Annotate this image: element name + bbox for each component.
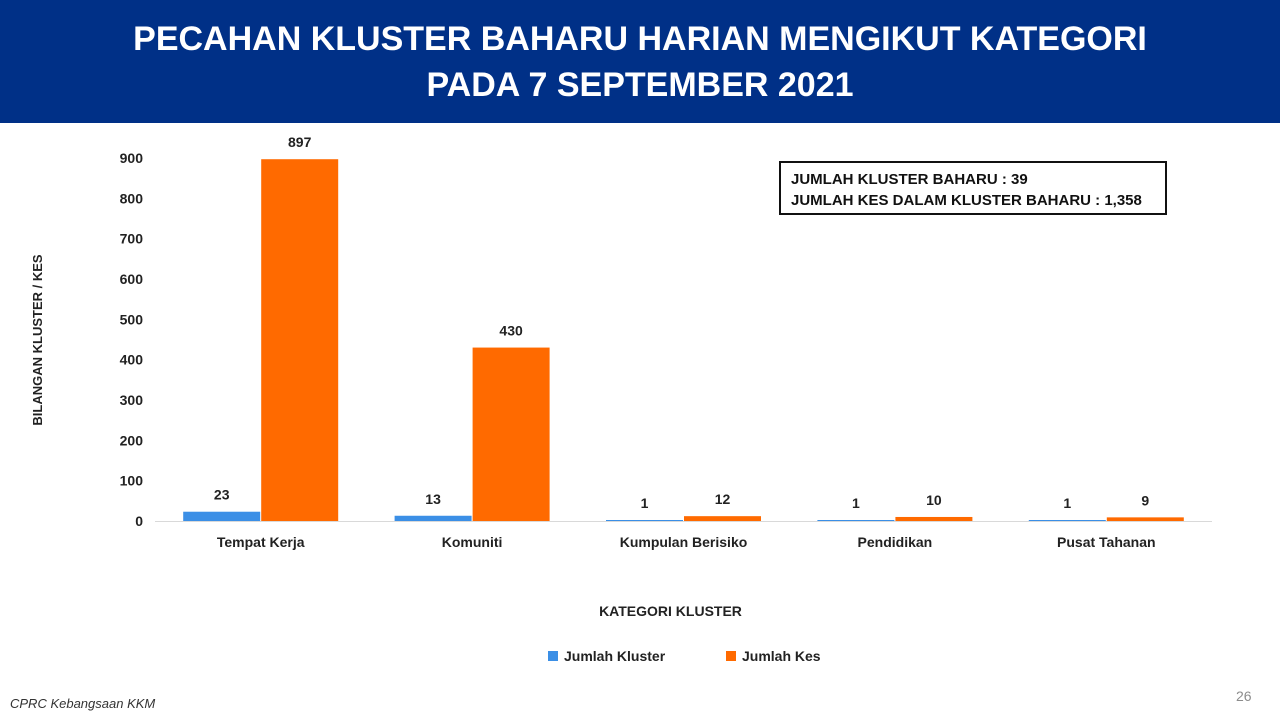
page-number: 26 [1236, 688, 1252, 704]
y-tick-label: 900 [120, 150, 144, 166]
data-label: 10 [926, 492, 942, 508]
data-label: 13 [425, 491, 441, 507]
x-axis-title: KATEGORI KLUSTER [599, 603, 742, 619]
x-tick-label: Pendidikan [858, 534, 933, 550]
y-axis-title: BILANGAN KLUSTER / KES [30, 254, 45, 426]
data-label: 1 [852, 495, 860, 511]
x-tick-label: Pusat Tahanan [1057, 534, 1156, 550]
summary-total-clusters: JUMLAH KLUSTER BAHARU : 39 [791, 171, 1028, 188]
legend-label: Jumlah Kes [742, 648, 821, 664]
data-label: 897 [288, 134, 312, 150]
y-tick-label: 400 [120, 352, 144, 368]
data-label: 12 [715, 491, 731, 507]
bar-cases [261, 159, 339, 521]
bar-chart: 0 100 200 300 400 500 600 700 800 900 23 897 Tempat … [30, 134, 1212, 664]
y-tick-label: 300 [120, 392, 144, 408]
slide-header: PECAHAN KLUSTER BAHARU HARIAN MENGIKUT K… [0, 0, 1280, 123]
slide-title-line-1: PECAHAN KLUSTER BAHARU HARIAN MENGIKUT K… [133, 19, 1147, 58]
data-label: 1 [641, 495, 649, 511]
bar-clusters [1028, 520, 1106, 521]
bar-cases [895, 516, 973, 521]
bar-clusters [394, 515, 472, 521]
summary-box: JUMLAH KLUSTER BAHARU : 39 JUMLAH KES DA… [779, 161, 1167, 215]
source-credit: CPRC Kebangsaan KKM [10, 696, 156, 711]
data-label: 430 [499, 323, 523, 339]
y-tick-label: 700 [120, 231, 144, 247]
x-tick-label: Tempat Kerja [217, 534, 305, 550]
data-label: 23 [214, 487, 230, 503]
y-tick-label: 200 [120, 432, 144, 448]
bar-clusters [817, 520, 895, 521]
data-label: 9 [1141, 492, 1149, 508]
x-tick-label: Kumpulan Berisiko [620, 534, 748, 550]
bar-clusters [606, 520, 683, 521]
bar-clusters [183, 511, 261, 521]
legend-swatch [548, 651, 558, 661]
y-tick-label: 0 [135, 513, 143, 529]
data-label: 1 [1063, 495, 1071, 511]
legend-swatch [726, 651, 736, 661]
y-tick-label: 100 [120, 473, 144, 489]
x-tick-label: Komuniti [442, 534, 503, 550]
y-tick-label: 800 [120, 190, 144, 206]
y-tick-label: 500 [120, 311, 144, 327]
bar-cases [1106, 517, 1184, 521]
bar-cases [684, 516, 761, 521]
legend-label: Jumlah Kluster [564, 648, 666, 664]
summary-total-cases: JUMLAH KES DALAM KLUSTER BAHARU : 1,358 [791, 192, 1142, 209]
slide-title-line-2: PADA 7 SEPTEMBER 2021 [426, 65, 854, 104]
bar-cases [472, 347, 550, 521]
y-tick-label: 600 [120, 271, 144, 287]
